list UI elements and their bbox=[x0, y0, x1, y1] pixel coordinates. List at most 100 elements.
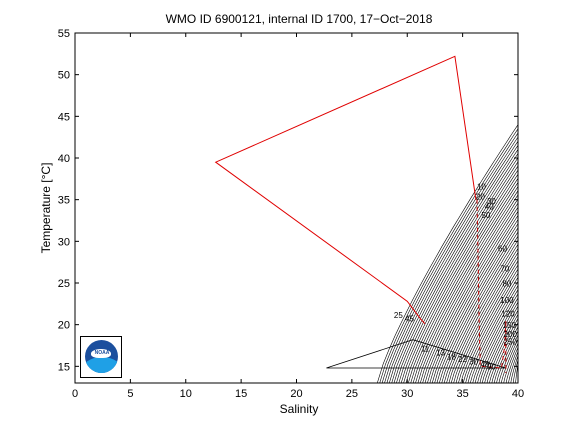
axes bbox=[74, 32, 519, 384]
y-tick-label: 45 bbox=[58, 111, 70, 123]
x-tick-label: 15 bbox=[235, 388, 247, 400]
isopycnal-line bbox=[431, 219, 518, 383]
isopycnal-line bbox=[479, 301, 518, 383]
noaa-logo: NOAA bbox=[80, 336, 122, 378]
isopycnal-line bbox=[377, 124, 518, 383]
isopycnal-line bbox=[484, 310, 518, 383]
axis-ticks: 0 5 10 15 20 25 30 35 40 15 20 25 30 35 40 45 50 55 bbox=[58, 28, 524, 400]
isopycnal-line bbox=[481, 305, 518, 383]
isopycnal-line bbox=[396, 157, 518, 383]
y-tick-label: 25 bbox=[58, 278, 70, 290]
isopycnal-line bbox=[458, 264, 518, 383]
isopycnal-line bbox=[427, 211, 518, 383]
isopycnal-line bbox=[379, 128, 518, 383]
x-tick-label: 25 bbox=[346, 388, 358, 400]
isopycnal-line bbox=[429, 215, 518, 383]
depth-label: 30 bbox=[487, 197, 496, 206]
isopycnal-line bbox=[417, 194, 518, 383]
isopycnal-line bbox=[441, 235, 518, 383]
isopycnal-line bbox=[391, 149, 518, 383]
depth-label: 60 bbox=[498, 244, 507, 253]
depth-label: 200 bbox=[504, 330, 518, 339]
isopycnal-line bbox=[405, 174, 518, 383]
depth-label: 100 bbox=[500, 296, 514, 305]
y-tick-label: 50 bbox=[58, 70, 70, 82]
x-tick-label: 0 bbox=[72, 388, 78, 400]
isopycnal-line bbox=[505, 347, 518, 383]
x-axis-title: Salinity bbox=[280, 402, 319, 416]
profile-series bbox=[214, 55, 507, 373]
isopycnal-line bbox=[436, 227, 518, 383]
isopycnal-line bbox=[510, 355, 518, 383]
isopycnal-line bbox=[434, 223, 518, 383]
y-tick-label: 20 bbox=[58, 320, 70, 332]
isopycnal-line bbox=[446, 244, 518, 383]
isopycnal-line bbox=[455, 260, 518, 383]
isopycnal-contours bbox=[377, 124, 518, 383]
depth-label: 30 bbox=[469, 358, 478, 367]
profile-line-dashed bbox=[476, 199, 507, 373]
isopycnal-line bbox=[491, 322, 518, 383]
isopycnal-line bbox=[424, 207, 518, 383]
isopycnal-line bbox=[501, 338, 518, 383]
noaa-emblem-icon: NOAA bbox=[85, 340, 118, 373]
isopycnal-line bbox=[393, 153, 518, 383]
depth-label: 25 bbox=[394, 311, 403, 320]
isopycnal-line bbox=[439, 231, 518, 383]
isopycnal-line bbox=[453, 256, 518, 383]
y-tick-label: 15 bbox=[58, 361, 70, 373]
depth-label: 22 bbox=[458, 355, 467, 364]
logo-text: NOAA bbox=[94, 350, 110, 356]
depth-label: 70 bbox=[500, 264, 509, 273]
x-tick-label: 30 bbox=[401, 388, 413, 400]
wedge-lines bbox=[326, 339, 506, 369]
y-axis-title: Temperature [°C] bbox=[39, 163, 53, 254]
depth-label: 50 bbox=[481, 211, 490, 220]
isopycnal-line bbox=[422, 202, 518, 383]
depth-label: 10 bbox=[477, 183, 486, 192]
depth-label: 13 bbox=[436, 349, 445, 358]
depth-label: 90 bbox=[487, 363, 496, 372]
isopycnal-line bbox=[450, 252, 518, 383]
isopycnal-line bbox=[400, 165, 518, 383]
isopycnal-line bbox=[381, 132, 518, 383]
depth-label: 18 bbox=[447, 353, 456, 362]
isopycnal-line bbox=[503, 343, 518, 383]
depth-label: 20 bbox=[476, 193, 485, 202]
isopycnal-line bbox=[410, 182, 518, 383]
y-tick-label: 55 bbox=[58, 28, 70, 40]
isopycnal-line bbox=[467, 281, 518, 383]
isopycnal-line bbox=[420, 198, 518, 383]
isopycnal-line bbox=[443, 239, 518, 383]
bird-shape bbox=[91, 349, 111, 358]
chart-title: WMO ID 6900121, internal ID 1700, 17−Oct… bbox=[166, 12, 433, 26]
isopycnal-line bbox=[408, 178, 518, 383]
wave-shape bbox=[85, 357, 118, 373]
isopycnal-line bbox=[412, 186, 518, 383]
isopycnal-line bbox=[477, 297, 518, 383]
y-tick-label: 35 bbox=[58, 195, 70, 207]
depth-label: 45 bbox=[405, 314, 414, 323]
wedge-line bbox=[326, 339, 506, 369]
isopycnal-line bbox=[508, 351, 518, 383]
plot-frame bbox=[74, 32, 519, 384]
depth-label: 40 bbox=[485, 203, 494, 212]
isopycnal-line bbox=[496, 330, 518, 383]
y-tick-label: 30 bbox=[58, 236, 70, 248]
x-tick-label: 5 bbox=[127, 388, 133, 400]
profile-line bbox=[214, 55, 477, 325]
isopycnal-line bbox=[474, 293, 518, 383]
depth-label: 150 bbox=[502, 321, 516, 330]
depth-label: 80 bbox=[502, 279, 511, 288]
isopycnal-line bbox=[512, 359, 518, 383]
depth-label: 11 bbox=[421, 344, 430, 353]
y-tick-label: 40 bbox=[58, 153, 70, 165]
isopycnal-line bbox=[415, 190, 518, 383]
isopycnal-line bbox=[448, 248, 518, 383]
x-tick-label: 10 bbox=[180, 388, 192, 400]
isopycnal-line bbox=[384, 136, 518, 383]
isopycnal-line bbox=[386, 141, 518, 383]
isopycnal-line bbox=[389, 145, 518, 383]
